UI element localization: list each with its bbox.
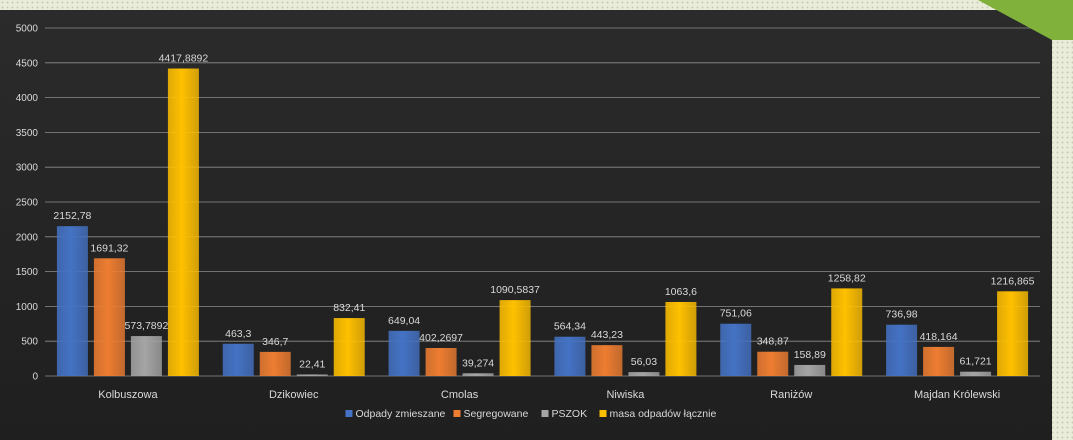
bar xyxy=(960,371,992,376)
y-tick-label: 3000 xyxy=(16,163,39,174)
y-tick-label: 2500 xyxy=(16,198,39,209)
y-axis-ticks: 0 500 1000 1500 2000 2500 3000 3500 4000 4500 5000 xyxy=(16,24,39,383)
bar xyxy=(425,348,457,376)
bar xyxy=(665,301,697,376)
bar xyxy=(462,373,494,376)
data-label: 1063,6 xyxy=(665,286,697,298)
bar xyxy=(628,372,660,376)
y-tick-label: 1000 xyxy=(16,302,39,313)
x-category-label: Kolbuszowa xyxy=(98,389,158,401)
bar xyxy=(388,330,420,376)
bar xyxy=(923,346,955,376)
x-category-label: Raniżów xyxy=(770,389,812,401)
x-category-label: Majdan Królewski xyxy=(914,389,1000,401)
bar xyxy=(886,324,918,376)
data-label: 1691,32 xyxy=(90,242,128,254)
bar xyxy=(997,291,1029,376)
data-label: 418,164 xyxy=(920,331,958,343)
y-tick-label: 1500 xyxy=(16,267,39,278)
y-tick-label: 2000 xyxy=(16,232,39,243)
chart-panel: 0 500 1000 1500 2000 2500 3000 3500 4000 4500 5000… xyxy=(0,10,1052,440)
legend-swatch xyxy=(345,410,353,417)
bar xyxy=(259,351,291,376)
data-label: 1090,5837 xyxy=(490,284,540,296)
bar xyxy=(757,351,789,376)
data-label: 61,721 xyxy=(960,356,992,368)
bar xyxy=(333,318,365,376)
y-tick-label: 4000 xyxy=(16,93,39,104)
data-label: 346,7 xyxy=(262,336,288,348)
data-label: 158,89 xyxy=(794,349,826,361)
bar xyxy=(130,336,162,376)
bar xyxy=(167,68,199,377)
data-labels: 2152,78 1691,32 573,7892 4417,8892 463,3 346,… xyxy=(53,53,1034,371)
data-label: 832,41 xyxy=(333,302,365,314)
bar xyxy=(56,226,88,376)
data-label: 1258,82 xyxy=(828,272,866,284)
legend-label: Odpady zmieszane xyxy=(356,408,446,420)
y-tick-label: 500 xyxy=(21,337,38,348)
bar xyxy=(554,336,586,376)
data-label: 649,04 xyxy=(388,315,420,327)
y-tick-label: 0 xyxy=(32,372,38,383)
x-category-label: Niwiska xyxy=(606,389,645,401)
bar-chart: 0 500 1000 1500 2000 2500 3000 3500 4000 4500 5000… xyxy=(16,24,1040,420)
legend: Odpady zmieszane Segregowane PSZOK masa odp… xyxy=(345,408,717,420)
x-category-label: Dzikowiec xyxy=(269,389,319,401)
gridlines xyxy=(45,27,1040,377)
bar xyxy=(296,374,328,376)
data-label: 22,41 xyxy=(299,358,325,370)
y-tick-label: 4500 xyxy=(16,58,39,69)
x-axis-categories: Kolbuszowa Dzikowiec Cmolas Niwiska Raniżów M… xyxy=(98,389,1000,401)
bar xyxy=(591,345,623,376)
data-label: 463,3 xyxy=(225,328,251,340)
data-label: 564,34 xyxy=(554,321,586,333)
data-label: 573,7892 xyxy=(125,320,169,332)
y-tick-label: 5000 xyxy=(16,24,39,35)
bar xyxy=(222,343,254,376)
legend-swatch xyxy=(541,410,549,417)
bar xyxy=(93,258,125,376)
data-label: 751,06 xyxy=(720,308,752,320)
legend-label: PSZOK xyxy=(552,408,588,420)
data-label: 348,87 xyxy=(757,336,789,348)
legend-swatch xyxy=(453,410,461,417)
data-label: 39,274 xyxy=(462,357,494,369)
data-label: 1216,865 xyxy=(991,275,1035,287)
data-label: 736,98 xyxy=(886,309,918,321)
data-label: 443,23 xyxy=(591,329,623,341)
bars xyxy=(56,68,1029,377)
bar xyxy=(499,300,531,376)
bar xyxy=(794,364,826,376)
legend-label: masa odpadów łącznie xyxy=(610,408,717,420)
data-label: 402,2697 xyxy=(419,332,463,344)
data-label: 56,03 xyxy=(631,356,657,368)
bar xyxy=(831,288,863,376)
legend-label: Segregowane xyxy=(464,408,529,420)
bar xyxy=(720,323,752,376)
y-tick-label: 3500 xyxy=(16,128,39,139)
x-category-label: Cmolas xyxy=(441,389,479,401)
legend-swatch xyxy=(599,410,607,417)
data-label: 2152,78 xyxy=(53,210,91,222)
data-label: 4417,8892 xyxy=(159,53,209,65)
